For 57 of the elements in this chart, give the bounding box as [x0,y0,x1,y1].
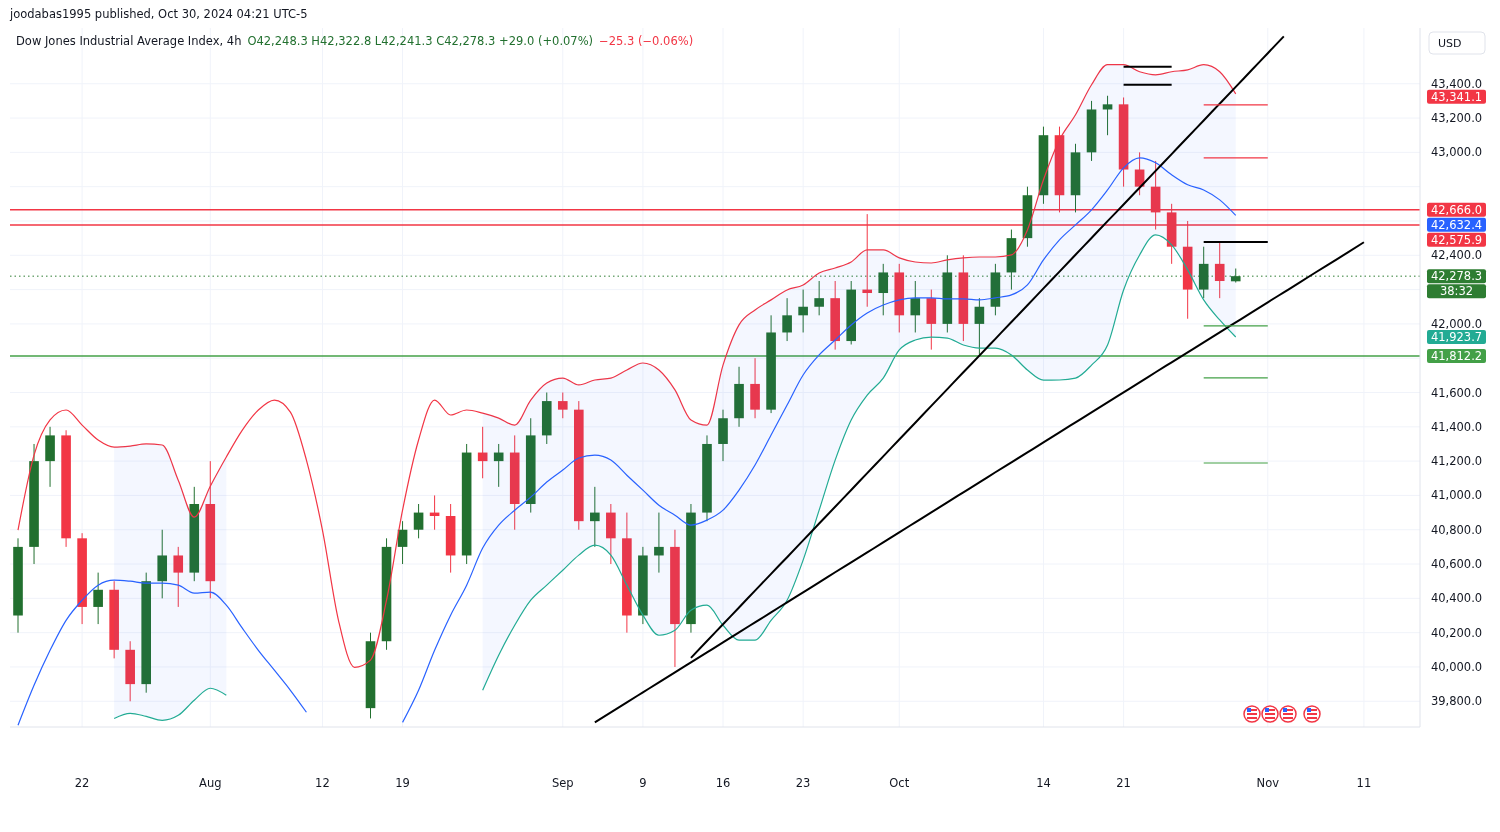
x-tick-label: 21 [1116,776,1131,790]
ref-line-label: 42,575.9 [1430,232,1483,247]
candlestick [910,280,921,333]
candlestick [557,392,568,419]
y-tick-label: 41,200.0 [1430,454,1483,469]
candlestick [413,503,424,539]
ref-line-label: 42,278.3 [1430,269,1483,284]
candlestick [782,297,792,342]
ref-line-label: 42,666.0 [1430,202,1483,217]
y-axis-title: USD [1438,37,1462,50]
y-tick-label: 41,600.0 [1430,385,1483,400]
x-tick-label: 9 [639,776,647,790]
x-tick-label: 22 [74,776,90,790]
candlestick [173,546,184,608]
y-tick-label: 43,400.0 [1430,76,1483,91]
y-tick-label: 42,000.0 [1430,316,1483,331]
text: 41,923.7 [1430,329,1483,344]
y-tick-label: 42,400.0 [1430,248,1483,263]
line-series [593,241,1365,724]
candlestick [1214,241,1225,299]
y-tick-label: 40,400.0 [1430,591,1483,606]
chart-subtitle: joodabas1995 published, Oct 30, 2024 04:21 UTC-5 [9,7,308,21]
x-tick-label: Nov [1256,776,1280,790]
candlestick [590,486,600,548]
y-tick-label: 40,600.0 [1430,557,1483,572]
text: 38:32 [1439,284,1474,299]
ref-line-label: 41,812.2 [1430,349,1483,364]
x-tick-label: 16 [715,776,731,790]
text: Dow Jones Industrial Average Index, 4h [16,34,242,48]
candlestick [878,263,889,316]
x-tick-label: Oct [889,776,910,790]
x-tick-label: 19 [395,776,410,790]
candlestick [493,443,504,488]
candlestick [654,512,664,574]
y-tick-label: 43,000.0 [1430,145,1483,160]
y-tick-label: 40,200.0 [1430,625,1483,640]
text: 42,632.4 [1430,217,1483,232]
x-tick-label: Aug [199,776,222,790]
x-tick-label: 11 [1356,776,1372,790]
y-tick-label: 39,800.0 [1430,694,1483,709]
x-tick-label: 12 [315,776,330,790]
y-tick-label: 41,400.0 [1430,419,1483,434]
y-tick-label: 40,800.0 [1430,522,1483,537]
x-tick-label: Sep [551,776,574,790]
text: 43,341.1 [1430,89,1483,104]
candlestick [798,289,808,333]
candlestick [974,297,985,356]
x-tick-label: 14 [1036,776,1051,790]
x-tick-label: 23 [795,776,811,790]
y-tick-label: 41,000.0 [1430,488,1483,503]
candlestick [814,280,824,316]
annotation: −25.3 (−0.06%) [599,34,694,48]
y-tick-label: 40,000.0 [1430,659,1483,674]
annotation: O42,248.3 H42,322.8 L42,241.3 C42,278.3 +29.0 (+0.07%) [247,34,594,48]
y-tick-label: 43,200.0 [1430,111,1483,126]
candlestick [1102,95,1113,136]
candlestick [93,572,103,625]
